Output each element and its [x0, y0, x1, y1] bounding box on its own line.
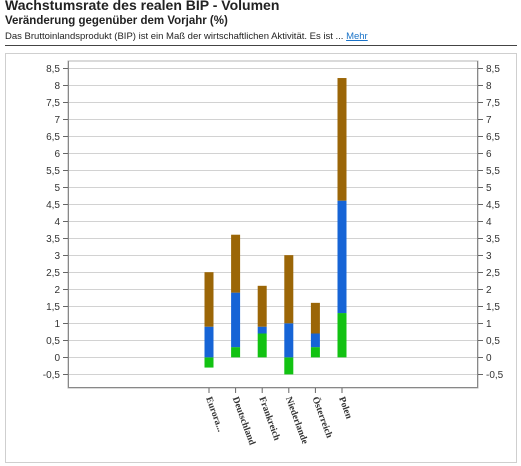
bar-segment — [231, 293, 240, 348]
x-category-label: Polen — [336, 396, 353, 421]
x-category-label: Österreich — [310, 395, 337, 441]
y-tick-label-left: 0 — [54, 353, 60, 364]
y-tick-label-right: 1,5 — [486, 302, 500, 313]
y-tick-label-left: 8,5 — [46, 64, 60, 75]
y-tick-label-right: 3,5 — [486, 234, 500, 245]
bar-segment — [205, 357, 214, 367]
bar-segment — [311, 334, 320, 348]
plot-area — [68, 61, 478, 388]
bar-segment — [258, 286, 267, 327]
bar-segment — [231, 235, 240, 293]
y-tick-label-right: 7,5 — [486, 98, 500, 109]
bar-segment — [284, 323, 293, 357]
bar-segment — [231, 347, 240, 357]
bar-segment — [258, 334, 267, 358]
y-tick-label-right: -0,5 — [486, 370, 504, 381]
y-tick-label-left: 5 — [54, 183, 60, 194]
y-tick-label-left: 1 — [54, 319, 60, 330]
y-tick-label-right: 2,5 — [486, 268, 500, 279]
y-tick-label-left: 1,5 — [46, 302, 60, 313]
y-tick-label-left: 3,5 — [46, 234, 60, 245]
x-category-label: Eurora... — [203, 396, 225, 434]
y-tick-label-right: 4,5 — [486, 200, 500, 211]
y-tick-label-left: 6 — [54, 149, 60, 160]
bar-segment — [284, 357, 293, 374]
y-tick-label-left: 2,5 — [46, 268, 60, 279]
bar-segment — [338, 313, 347, 357]
y-tick-label-left: 6,5 — [46, 132, 60, 143]
y-tick-label-left: 4 — [54, 217, 60, 228]
x-category-label: Deutschland — [230, 396, 257, 448]
y-tick-label-left: 4,5 — [46, 200, 60, 211]
y-tick-label-right: 6,5 — [486, 132, 500, 143]
y-tick-label-right: 0,5 — [486, 336, 500, 347]
y-tick-label-left: 7,5 — [46, 98, 60, 109]
y-tick-label-right: 7 — [486, 115, 492, 126]
bar-segment — [338, 78, 347, 201]
x-category-label: Frankreich — [256, 396, 281, 443]
bar-segment — [311, 303, 320, 334]
y-tick-label-left: 5,5 — [46, 166, 60, 177]
bar-segment — [205, 327, 214, 358]
bar-segment — [205, 272, 214, 327]
y-tick-label-right: 6 — [486, 149, 492, 160]
y-tick-label-right: 8,5 — [486, 64, 500, 75]
y-tick-label-left: 2 — [54, 285, 60, 296]
y-tick-label-right: 0 — [486, 353, 492, 364]
y-tick-label-right: 3 — [486, 251, 492, 262]
y-tick-label-left: 0,5 — [46, 336, 60, 347]
y-tick-label-right: 8 — [486, 81, 492, 92]
bar-segment — [338, 201, 347, 313]
y-tick-label-right: 1 — [486, 319, 492, 330]
x-category-label: Niederlande — [283, 396, 309, 446]
y-tick-label-left: -0,5 — [43, 370, 61, 381]
bar-segment — [284, 255, 293, 323]
bar-segment — [311, 347, 320, 357]
y-tick-label-right: 4 — [486, 217, 492, 228]
y-tick-label-left: 3 — [54, 251, 60, 262]
y-tick-label-left: 8 — [54, 81, 60, 92]
y-tick-label-right: 5 — [486, 183, 492, 194]
y-tick-label-right: 5,5 — [486, 166, 500, 177]
y-tick-label-left: 7 — [54, 115, 60, 126]
y-tick-label-right: 2 — [486, 285, 492, 296]
bar-segment — [258, 327, 267, 334]
